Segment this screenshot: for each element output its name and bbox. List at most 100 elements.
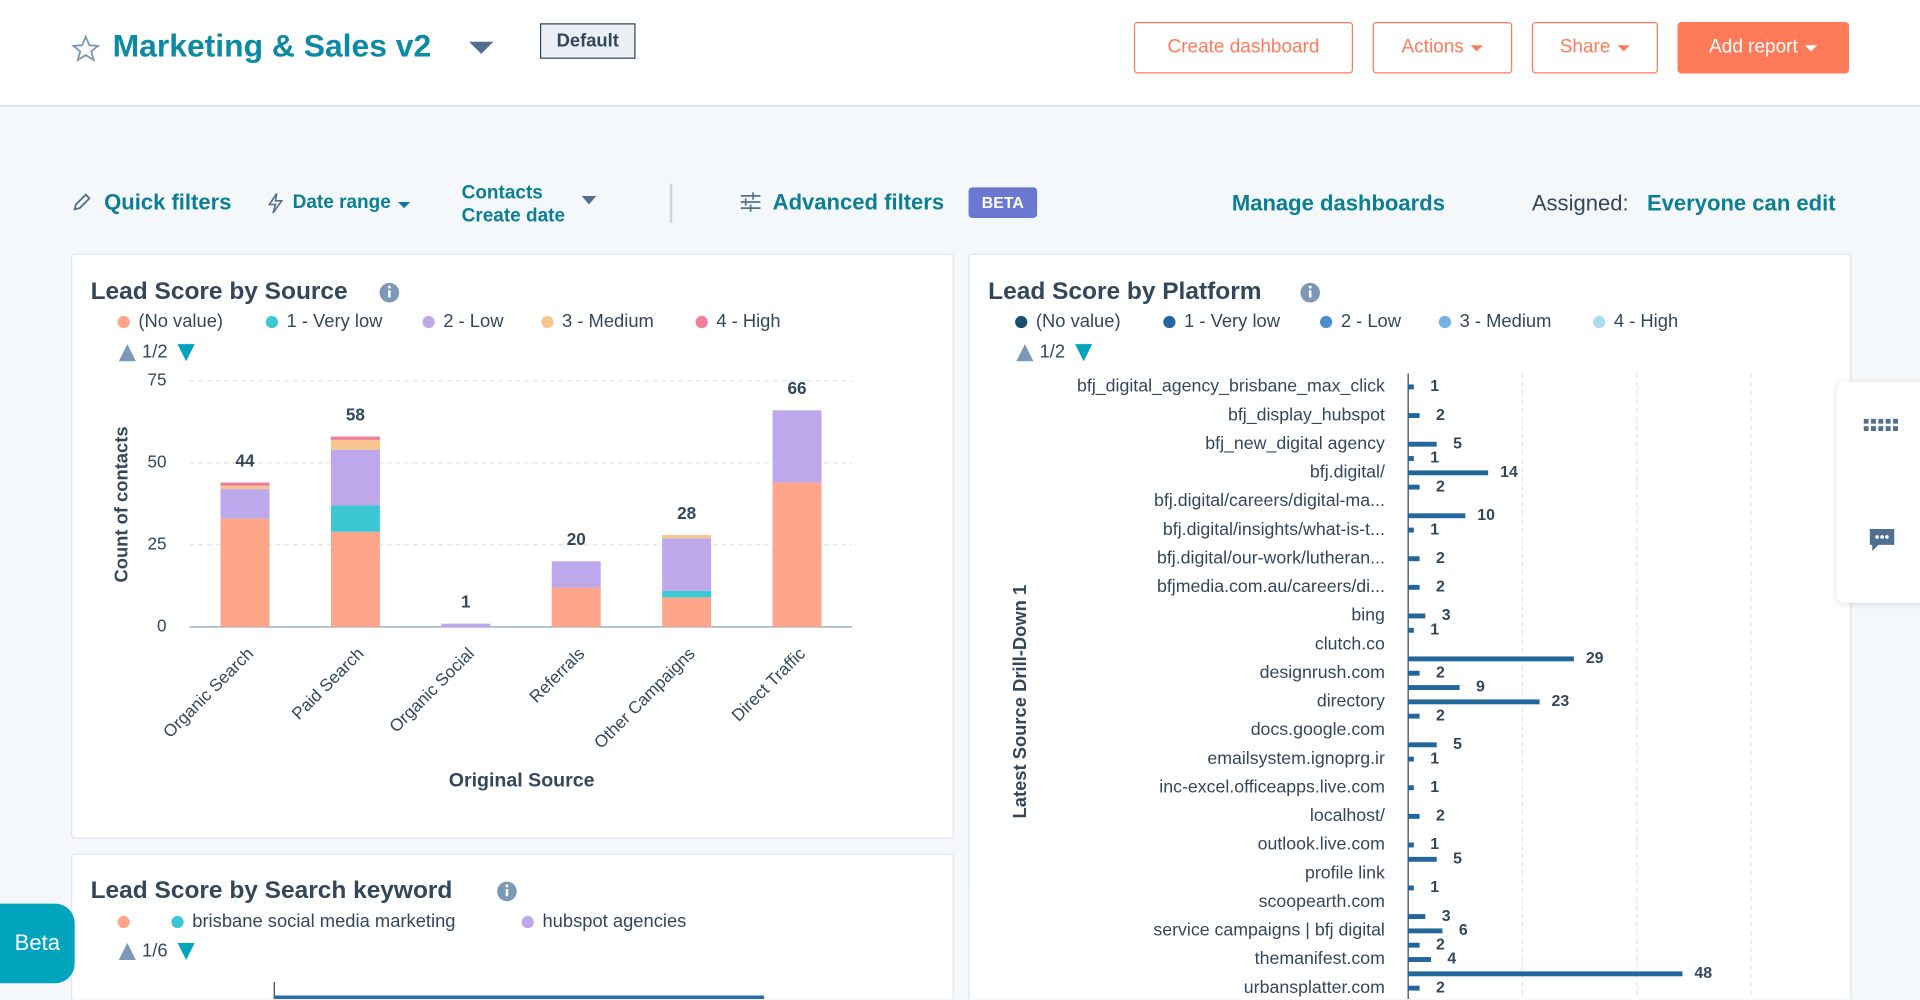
value-label: 1 xyxy=(1430,621,1439,638)
value-label: 23 xyxy=(1552,693,1570,710)
dashboard-title[interactable]: Marketing & Sales v2 xyxy=(112,26,432,64)
pager-next[interactable] xyxy=(177,942,195,961)
bar xyxy=(1408,842,1414,848)
sliders-icon xyxy=(740,192,761,212)
y-tick-label: bing xyxy=(1351,605,1385,625)
bar xyxy=(1408,484,1420,490)
value-label: 2 xyxy=(1436,550,1445,567)
total-label: 58 xyxy=(346,404,365,424)
star-icon[interactable] xyxy=(71,34,101,63)
bar xyxy=(1408,856,1437,862)
manage-dashboards[interactable]: Manage dashboards xyxy=(1231,191,1445,216)
pager-prev[interactable] xyxy=(118,344,136,362)
value-label: 1 xyxy=(1430,836,1439,853)
pager-prev[interactable] xyxy=(118,942,136,961)
bar-segment xyxy=(330,531,380,627)
title-caret[interactable] xyxy=(468,41,494,57)
pager-label: 1/2 xyxy=(1040,340,1066,361)
y-tick-label: bfjmedia.com.au/careers/di... xyxy=(1157,576,1385,596)
create-dashboard-button[interactable]: Create dashboard xyxy=(1133,22,1354,74)
bar-segment xyxy=(772,410,822,483)
value-label: 3 xyxy=(1442,908,1451,925)
bar xyxy=(1408,785,1414,791)
x-tick-label: Paid Search xyxy=(287,643,367,723)
advanced-filters[interactable]: Advanced filters xyxy=(772,189,945,215)
chart-title: Lead Score by Source xyxy=(91,278,348,305)
default-badge: Default xyxy=(540,23,636,59)
x-tick-label: Other Campaigns xyxy=(590,643,699,752)
legend-swatch xyxy=(1015,315,1028,329)
y-tick-label: 50 xyxy=(147,451,166,471)
value-label: 2 xyxy=(1436,664,1445,681)
bar xyxy=(1408,813,1420,819)
legend-swatch xyxy=(541,315,554,329)
assigned-value[interactable]: Everyone can edit xyxy=(1646,191,1836,216)
x-tick-label: Referrals xyxy=(525,643,588,706)
y-tick-label: docs.google.com xyxy=(1251,719,1385,739)
legend-label: brisbane social media marketing xyxy=(192,910,455,931)
legend-swatch xyxy=(695,315,708,329)
pager-next[interactable] xyxy=(177,344,195,362)
filter-label: Create date xyxy=(461,205,566,227)
date-range-filter[interactable]: Date range xyxy=(293,192,411,214)
bar xyxy=(1408,742,1437,748)
filter-label: Date range xyxy=(292,192,391,214)
date-property-filter[interactable]: Contacts Create date xyxy=(462,181,565,228)
add-report-button[interactable]: Add report xyxy=(1677,22,1849,74)
legend-label: 3 - Medium xyxy=(1460,310,1552,331)
bar-segment xyxy=(330,505,380,532)
chat-icon[interactable] xyxy=(1867,527,1896,554)
legend-swatch xyxy=(1438,315,1452,329)
bar xyxy=(1408,627,1414,633)
legend-swatch xyxy=(171,915,184,929)
bar xyxy=(1408,670,1420,676)
value-label: 1 xyxy=(1430,521,1439,538)
value-label: 4 xyxy=(1447,951,1456,968)
y-tick-label: bfj_new_digital agency xyxy=(1205,433,1385,454)
bar xyxy=(1408,527,1414,533)
legend-swatch xyxy=(1593,315,1606,329)
bar xyxy=(1408,656,1574,662)
bar-segment xyxy=(662,590,712,598)
share-button[interactable]: Share xyxy=(1531,22,1658,74)
bar-segment xyxy=(441,623,491,627)
y-tick-label: service campaigns | bfj digital xyxy=(1153,920,1385,940)
bar xyxy=(1408,928,1443,934)
report-card xyxy=(71,853,954,1000)
button-label: Create dashboard xyxy=(1167,36,1320,58)
apps-icon[interactable] xyxy=(1863,418,1901,434)
pager-next[interactable] xyxy=(1075,344,1093,362)
actions-button[interactable]: Actions xyxy=(1372,22,1513,74)
y-tick-label: bfj.digital/careers/digital-ma... xyxy=(1154,490,1385,510)
bar xyxy=(1408,685,1460,690)
y-tick-label: 75 xyxy=(147,369,166,389)
legend-label: 1 - Very low xyxy=(287,310,384,331)
total-label: 1 xyxy=(461,591,471,611)
info-icon[interactable] xyxy=(379,282,400,303)
bar xyxy=(1408,971,1683,977)
info-icon[interactable] xyxy=(497,881,517,902)
value-label: 1 xyxy=(1430,378,1439,395)
button-label: Add report xyxy=(1709,36,1798,58)
y-tick-label: bfj_digital_agency_brisbane_max_click xyxy=(1077,376,1385,397)
value-label: 5 xyxy=(1453,851,1462,868)
bar-segment xyxy=(220,482,270,486)
bar xyxy=(1408,885,1414,891)
info-icon[interactable] xyxy=(1300,282,1321,303)
y-tick-label: localhost/ xyxy=(1310,805,1385,825)
beta-button[interactable]: Beta xyxy=(0,903,75,984)
y-tick-label: designrush.com xyxy=(1260,662,1385,682)
quick-filters[interactable]: Quick filters xyxy=(104,189,232,215)
y-tick-label: themanifest.com xyxy=(1255,948,1385,968)
y-axis-label: Latest Source Drill-Down 1 xyxy=(1009,585,1030,819)
bar xyxy=(1408,985,1420,991)
bar-segment xyxy=(662,597,712,627)
pager-prev[interactable] xyxy=(1016,344,1034,362)
y-tick-label: directory xyxy=(1317,691,1385,711)
chart-title: Lead Score by Platform xyxy=(988,278,1261,305)
bar-segment xyxy=(551,561,601,588)
x-tick-label: Organic Search xyxy=(159,643,257,741)
value-label: 2 xyxy=(1436,979,1445,996)
bar xyxy=(1408,957,1432,962)
